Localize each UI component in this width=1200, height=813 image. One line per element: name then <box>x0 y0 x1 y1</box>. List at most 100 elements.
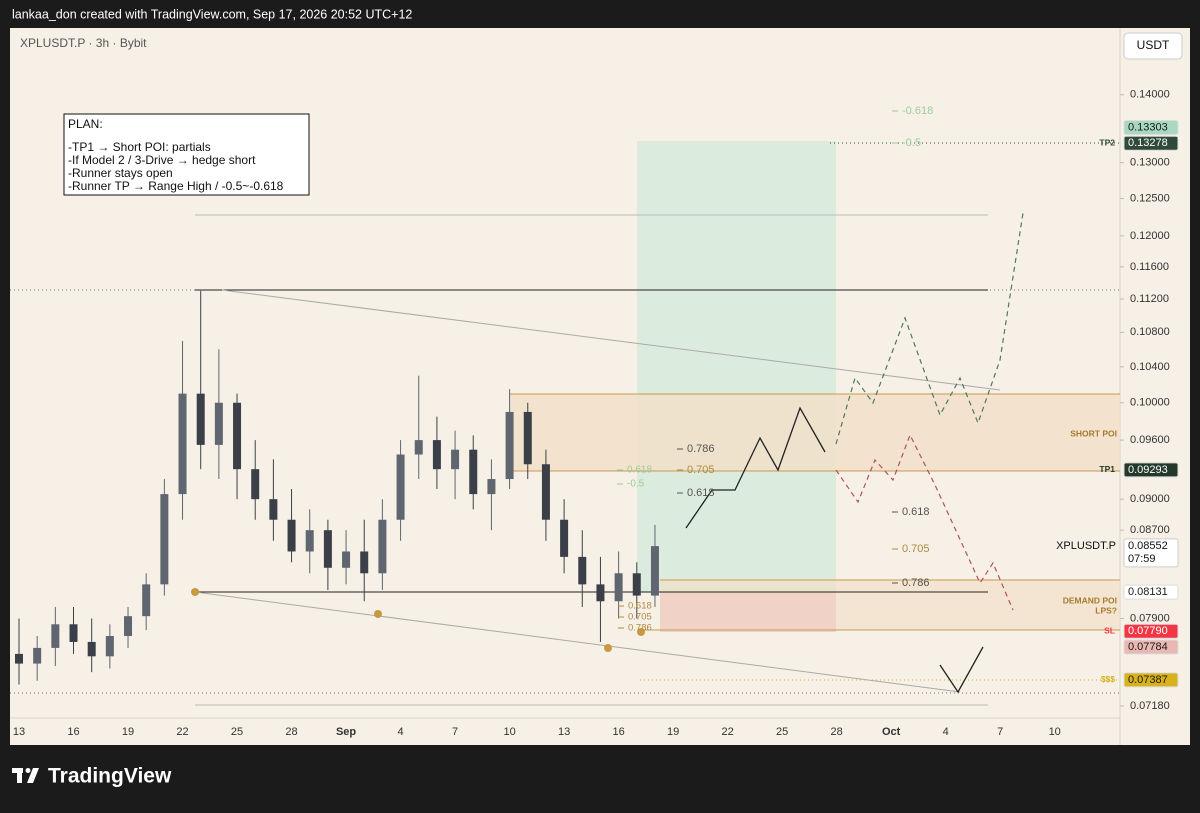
candle-body <box>269 499 278 520</box>
y-tick-label: 0.11600 <box>1130 261 1169 273</box>
y-tick-label: 0.10400 <box>1130 361 1170 373</box>
note-line: -Runner stays open <box>68 166 173 180</box>
last-price-box <box>1123 538 1179 568</box>
x-tick-label: 10 <box>1049 726 1061 738</box>
price-label-text: 0.09293 <box>1128 464 1168 476</box>
note-text: PLAN: -TP1 → Short POI: partials-If Model… <box>68 117 284 193</box>
pivot-dot <box>374 610 382 618</box>
price-tag: $$$ <box>1101 674 1115 684</box>
candles <box>15 290 659 685</box>
price-label-text: 0.07790 <box>1128 625 1168 637</box>
fib-label: -0.5 <box>902 137 921 149</box>
x-tick-label: 16 <box>67 726 79 738</box>
pivot-dot <box>604 644 612 652</box>
fib-label: -0.5 <box>627 479 645 490</box>
long-target-zone <box>637 141 836 592</box>
x-tick-label: 22 <box>722 726 734 738</box>
candle-body <box>614 573 623 602</box>
candle-body <box>124 616 133 637</box>
y-tick-label: 0.08700 <box>1130 524 1170 536</box>
fib-label: 0.618 <box>627 465 652 476</box>
fib-label: -0.618 <box>902 105 933 117</box>
projection-path <box>685 406 826 529</box>
pivot-dot <box>191 588 199 596</box>
fib-label: 0.618 <box>902 506 930 518</box>
last-price-symbol: XPLUSDT.P <box>1056 540 1116 552</box>
price-tag: SL <box>1104 626 1115 636</box>
countdown: 07:59 <box>1128 553 1156 565</box>
price-label <box>1123 672 1179 688</box>
price-label-text: 0.07387 <box>1128 674 1168 686</box>
price-label <box>1123 462 1179 478</box>
x-tick-label: 10 <box>503 726 515 738</box>
pivot-dot <box>637 628 645 636</box>
y-tick-label: 0.10000 <box>1130 397 1170 409</box>
candle-body <box>632 573 641 596</box>
x-tick-label: 19 <box>122 726 134 738</box>
x-tick-label: 25 <box>231 726 243 738</box>
candle-body <box>523 411 532 465</box>
candle-body <box>33 647 42 664</box>
y-tick-label: 0.07180 <box>1130 700 1170 712</box>
candle-body <box>15 653 23 664</box>
footer-logo <box>12 768 39 783</box>
x-tick-label: Oct <box>882 726 901 738</box>
y-tick-label: 0.11200 <box>1130 293 1169 305</box>
candle-body <box>578 556 587 585</box>
candle-body <box>596 584 605 602</box>
candle-body <box>160 494 169 585</box>
candle-body <box>233 402 242 470</box>
x-tick-label: 19 <box>667 726 679 738</box>
plan-note <box>63 113 310 196</box>
candle-body <box>214 402 223 445</box>
note-line: -If Model 2 / 3-Drive → hedge short <box>68 153 256 167</box>
y-tick-label: 0.13000 <box>1130 157 1170 169</box>
candle-body <box>87 641 96 657</box>
price-label <box>1123 120 1179 136</box>
candle-body <box>487 479 496 495</box>
candle-body <box>650 546 659 596</box>
candle-body <box>414 440 423 455</box>
note-line: -Runner TP → Range High / -0.5~-0.618 <box>68 179 284 193</box>
candle-body <box>105 636 114 657</box>
candle-body <box>360 551 369 574</box>
x-tick-label: 4 <box>398 726 404 738</box>
candle-body <box>142 584 151 617</box>
fib-label: 0.618 <box>628 601 652 612</box>
price-label <box>1123 584 1179 600</box>
note-line: -TP1 → Short POI: partials <box>68 140 211 154</box>
y-tick-label: 0.09600 <box>1130 434 1170 446</box>
candle-body <box>51 624 60 648</box>
price-label-text: 0.07784 <box>1128 641 1168 653</box>
symbol-title: XPLUSDT.P · 3h · Bybit <box>20 36 147 50</box>
x-tick-label: 7 <box>997 726 1003 738</box>
x-tick-label: 28 <box>831 726 843 738</box>
candle-body <box>251 469 260 500</box>
footer-brand: TradingView <box>48 765 172 788</box>
y-tick-label: 0.09000 <box>1130 493 1170 505</box>
x-tick-label: 13 <box>558 726 570 738</box>
x-tick-label: 13 <box>13 726 25 738</box>
stop-zone <box>660 592 836 632</box>
candle-body <box>378 519 387 574</box>
fib-label: 0.705 <box>628 612 652 623</box>
y-tick-label: 0.12000 <box>1130 230 1170 242</box>
price-label-text: 0.08131 <box>1128 586 1168 598</box>
note-line: PLAN: <box>68 117 103 131</box>
currency-button[interactable] <box>1123 32 1183 60</box>
candle-body <box>451 449 460 470</box>
candle-body <box>541 464 550 520</box>
y-tick-label: 0.12500 <box>1130 192 1170 204</box>
trend-line <box>221 289 1001 391</box>
candle-body <box>560 519 569 557</box>
currency[interactable]: USDT <box>1137 38 1170 52</box>
candle-body <box>196 393 205 445</box>
fib-label: 0.786 <box>687 443 715 455</box>
x-tick-label: 28 <box>285 726 297 738</box>
candle-body <box>432 440 441 470</box>
x-tick-label: 25 <box>776 726 788 738</box>
fib-label: 0.786 <box>628 623 652 634</box>
x-tick-label: 16 <box>612 726 624 738</box>
candle-body <box>287 519 296 552</box>
